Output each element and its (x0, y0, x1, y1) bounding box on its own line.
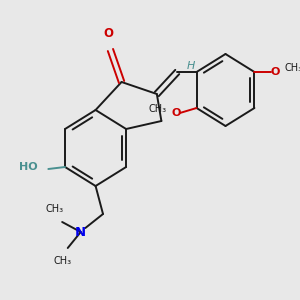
Text: HO: HO (19, 162, 37, 172)
Text: CH₃: CH₃ (284, 63, 300, 73)
Text: CH₃: CH₃ (53, 256, 71, 266)
Text: O: O (103, 27, 114, 40)
Text: O: O (270, 67, 280, 77)
Text: CH₃: CH₃ (46, 204, 64, 214)
Text: CH₃: CH₃ (148, 104, 167, 114)
Text: N: N (75, 226, 86, 238)
Text: H: H (187, 61, 195, 71)
Text: O: O (172, 108, 181, 118)
